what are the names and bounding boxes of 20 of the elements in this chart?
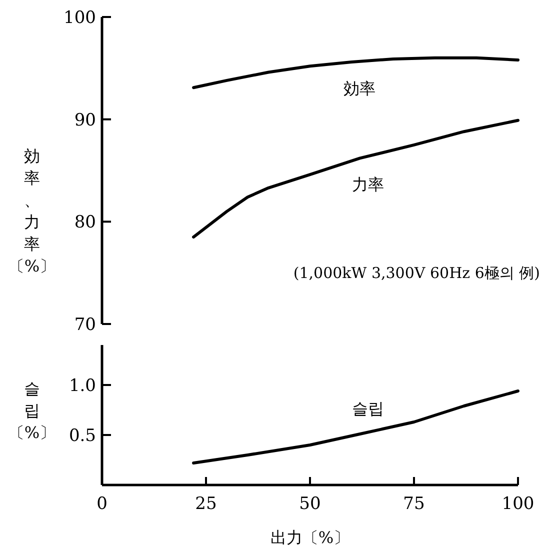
- y-tick-label: 90: [74, 110, 96, 130]
- y-tick-label: 70: [74, 315, 96, 335]
- annotation: (1,000kW 3,300V 60Hz 6極의 例): [293, 264, 540, 282]
- x-tick-label: 75: [403, 494, 425, 514]
- line-series: [192, 118, 520, 239]
- y-tick-label: 100: [64, 8, 96, 28]
- x-tick-label: 0: [96, 494, 108, 514]
- x-axis-title: 出力〔%〕: [270, 528, 350, 547]
- x-tick-label: 25: [195, 494, 217, 514]
- series-label: 슬립: [352, 399, 384, 418]
- y-tick-label: 1.0: [68, 376, 96, 396]
- y-axis-title: 効率、力率〔%〕: [8, 146, 56, 276]
- x-tick-label: 100: [502, 494, 534, 514]
- line-series: [192, 390, 520, 464]
- y-tick-label: 80: [74, 212, 96, 233]
- x-tick-label: 50: [299, 494, 321, 514]
- series-label: 力率: [352, 175, 384, 194]
- series-label: 効率: [344, 79, 376, 98]
- y-tick-label: 0.5: [68, 426, 96, 446]
- y-axis-title: 슬립〔%〕: [8, 379, 56, 442]
